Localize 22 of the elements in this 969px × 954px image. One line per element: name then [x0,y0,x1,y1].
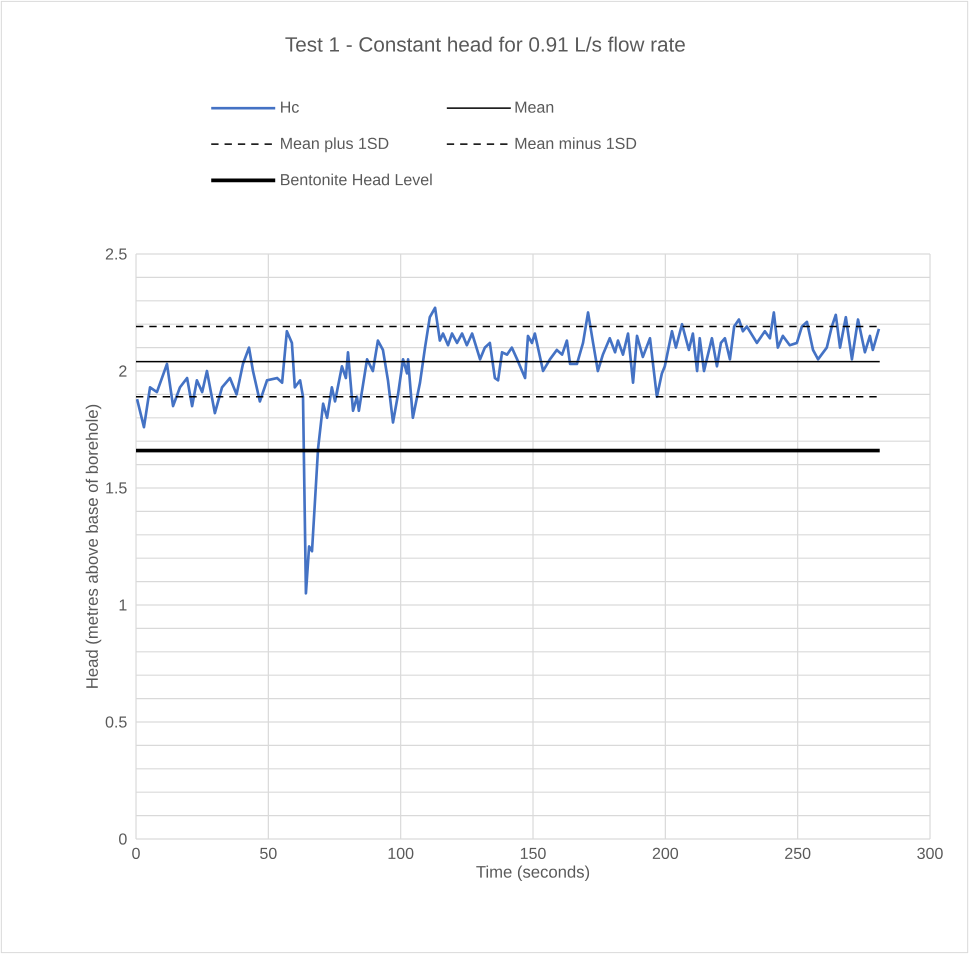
legend-label: Mean plus 1SD [281,137,388,152]
y-tick-label: 0 [119,833,127,845]
y-tick-label: 2.5 [106,248,127,260]
x-tick-label: 50 [260,848,277,860]
y-tick-label: 1 [120,600,127,611]
y-tick-label: 1.5 [106,482,127,494]
y-axis-title: Head (metres above base of borehole) [86,404,102,688]
x-axis-title: Time (seconds) [476,866,590,882]
legend-label: Mean minus 1SD [516,137,636,150]
x-tick-label: 0 [132,848,140,860]
x-tick-label: 150 [520,848,546,860]
line-series [136,306,880,595]
legend-label: Mean [516,102,554,113]
legend-label: Bentonite Head Level [281,174,432,186]
x-tick-label: 100 [388,848,414,860]
x-tick-label: 250 [785,848,810,860]
x-tick-label: 300 [917,848,943,860]
y-tick-label: 2 [119,365,126,377]
legend-label: Hc [281,102,299,113]
x-tick-label: 200 [652,848,678,860]
chart-title: Test 1 - Constant head for 0.91 L/s flow rate [285,36,685,52]
y-tick-label: 0.5 [106,716,127,728]
